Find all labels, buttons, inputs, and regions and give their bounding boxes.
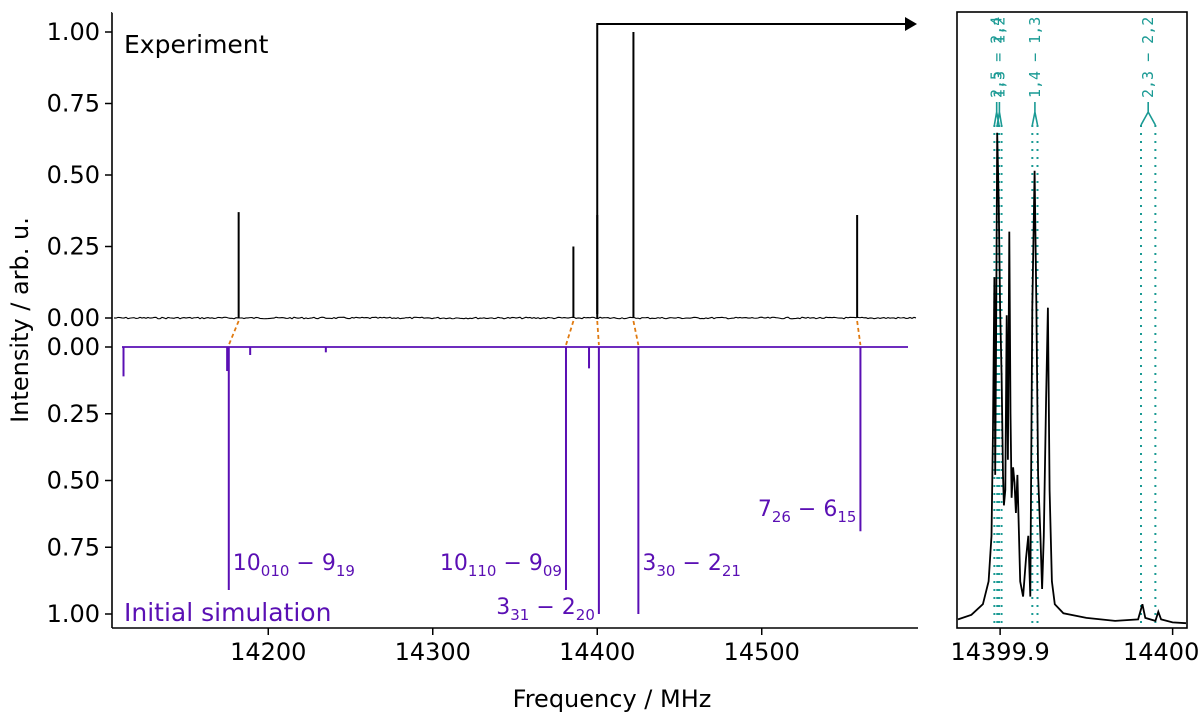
- x-axis-title: Frequency / MHz: [513, 685, 712, 713]
- component-label: 1,3 − 1,2: [990, 17, 1008, 98]
- component-bracket: [1140, 102, 1157, 126]
- simulation-label: Initial simulation: [124, 598, 331, 627]
- component-bracket: [996, 102, 1003, 126]
- transition-label: 10110 − 909: [440, 551, 562, 580]
- zoom-frame: [956, 11, 1188, 629]
- y-tick-label: 0.75: [47, 90, 100, 118]
- zoom-x-tick-label: 14400.5: [1123, 638, 1200, 666]
- transition-label: 330 − 221: [642, 551, 741, 580]
- x-tick-label: 14300: [395, 638, 471, 666]
- experiment-label: Experiment: [124, 30, 269, 59]
- x-tick-label: 14200: [230, 638, 306, 666]
- y-tick-label: 1.00: [47, 600, 100, 628]
- zoom-ticks: 14399.9 14400.5: [951, 628, 1200, 666]
- y-tick-label: 0.50: [47, 467, 100, 495]
- assignment-link: [227, 320, 240, 346]
- zoom-marks: 2,5 − 2,41,3 − 1,2 1,4 − 1,3 2,3 − 2,2: [957, 17, 1187, 625]
- component-bracket: [1031, 102, 1039, 126]
- main-ticks: 1.00 0.75 0.50 0.25 0.000.00 0.25 0.50 0.75 1.00…: [47, 18, 800, 666]
- transition-label: 10010 − 919: [233, 551, 355, 580]
- y-tick-label: 0.50: [47, 161, 100, 189]
- y-tick-label: 0.00: [47, 304, 100, 332]
- zoom-arrow-line: [596, 23, 906, 314]
- zoom-profile-line: [957, 132, 1187, 625]
- assignment-link: [856, 320, 862, 346]
- y-tick-label: 0.25: [47, 400, 100, 428]
- y-tick-label: 1.00: [47, 18, 100, 46]
- transition-label: 726 − 615: [758, 497, 857, 526]
- zoom-arrow-head: [905, 17, 917, 31]
- component-label: 2,3 − 2,2: [1139, 17, 1157, 98]
- zoom-panel: 14399.9 14400.5 2,5 − 2,41,3 − 1,2 1,4 − 1…: [951, 11, 1200, 666]
- assignment-link: [596, 320, 600, 346]
- transition-label: 331 − 220: [496, 595, 595, 624]
- main-marks: 10010 − 919 10110 − 909 331 − 220 330 − 221…: [113, 17, 917, 624]
- x-tick-label: 14400: [559, 638, 635, 666]
- zoom-x-tick-label: 14399.9: [951, 638, 1050, 666]
- y-tick-label: 0.75: [47, 533, 100, 561]
- component-label: 1,4 − 1,3: [1026, 17, 1044, 98]
- y-tick-label: 0.25: [47, 233, 100, 261]
- assignment-link: [565, 320, 575, 346]
- main-panel: 1.00 0.75 0.50 0.25 0.000.00 0.25 0.50 0.75 1.00…: [6, 11, 918, 713]
- x-tick-label: 14500: [724, 638, 800, 666]
- y-axis-title: Intensity / arb. u.: [6, 217, 34, 423]
- experiment-baseline: [113, 316, 917, 320]
- assignment-link: [632, 320, 640, 346]
- y-tick-label: 0.00: [47, 333, 100, 361]
- component-label: 2,5 − 2,4: [988, 17, 1006, 98]
